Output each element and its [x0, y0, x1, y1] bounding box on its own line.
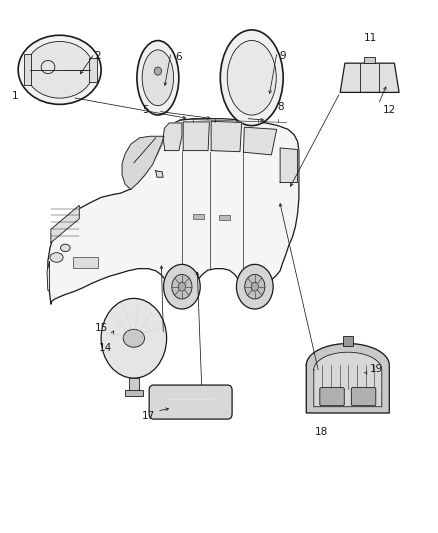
Bar	[193, 214, 204, 219]
Polygon shape	[280, 148, 297, 182]
Circle shape	[172, 274, 192, 299]
Text: 14: 14	[99, 343, 112, 353]
Circle shape	[178, 282, 186, 291]
Polygon shape	[122, 136, 164, 189]
Text: 18: 18	[315, 427, 328, 438]
Polygon shape	[183, 122, 209, 151]
Bar	[219, 215, 230, 220]
Text: 2: 2	[95, 51, 101, 61]
Text: 9: 9	[279, 51, 286, 61]
FancyBboxPatch shape	[149, 385, 232, 419]
Ellipse shape	[154, 67, 162, 75]
Ellipse shape	[123, 329, 145, 347]
FancyBboxPatch shape	[320, 387, 344, 406]
Text: 11: 11	[364, 33, 377, 43]
Ellipse shape	[18, 35, 101, 104]
Text: 17: 17	[141, 411, 155, 422]
Polygon shape	[47, 261, 49, 290]
Polygon shape	[155, 171, 163, 177]
Circle shape	[251, 282, 258, 291]
Bar	[125, 390, 142, 395]
Ellipse shape	[220, 30, 283, 126]
FancyBboxPatch shape	[351, 387, 376, 406]
Ellipse shape	[137, 41, 179, 115]
Circle shape	[245, 274, 265, 299]
Circle shape	[163, 264, 200, 309]
Ellipse shape	[60, 244, 70, 252]
Polygon shape	[48, 119, 299, 304]
Polygon shape	[163, 123, 182, 151]
Bar	[73, 257, 98, 268]
Circle shape	[101, 298, 166, 378]
Polygon shape	[306, 344, 389, 413]
Polygon shape	[244, 127, 277, 155]
Text: 12: 12	[383, 104, 396, 115]
Polygon shape	[211, 122, 242, 152]
Polygon shape	[340, 63, 399, 92]
Text: 6: 6	[175, 52, 182, 61]
Text: 19: 19	[370, 364, 383, 374]
Bar	[343, 336, 353, 346]
Text: 1: 1	[12, 91, 18, 101]
FancyBboxPatch shape	[364, 56, 375, 63]
Ellipse shape	[50, 253, 63, 262]
Bar	[129, 378, 139, 391]
Ellipse shape	[142, 50, 173, 106]
Polygon shape	[51, 205, 79, 243]
Ellipse shape	[227, 41, 276, 115]
Ellipse shape	[26, 42, 94, 98]
Text: 15: 15	[95, 322, 108, 333]
Polygon shape	[25, 54, 31, 85]
Polygon shape	[314, 352, 382, 407]
Text: 5: 5	[143, 104, 149, 115]
Text: 8: 8	[277, 102, 284, 112]
Circle shape	[237, 264, 273, 309]
Polygon shape	[88, 58, 97, 82]
